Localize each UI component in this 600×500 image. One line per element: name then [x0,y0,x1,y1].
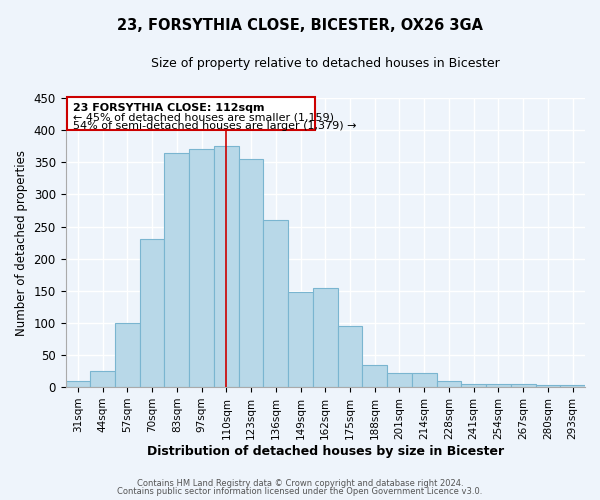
Bar [362,364,387,387]
Title: Size of property relative to detached houses in Bicester: Size of property relative to detached ho… [151,58,500,70]
Bar [338,326,362,387]
Bar [214,146,239,387]
Bar [263,220,288,387]
Bar [288,292,313,387]
Text: Contains public sector information licensed under the Open Government Licence v3: Contains public sector information licen… [118,487,482,496]
X-axis label: Distribution of detached houses by size in Bicester: Distribution of detached houses by size … [147,444,504,458]
Text: 54% of semi-detached houses are larger (1,379) →: 54% of semi-detached houses are larger (… [73,121,356,131]
Y-axis label: Number of detached properties: Number of detached properties [15,150,28,336]
Bar [239,159,263,387]
Bar [412,373,437,387]
Bar [115,323,140,387]
FancyBboxPatch shape [67,97,316,130]
Bar [486,384,511,387]
Bar [536,385,560,387]
Text: ← 45% of detached houses are smaller (1,159): ← 45% of detached houses are smaller (1,… [73,112,334,122]
Bar [313,288,338,387]
Text: 23, FORSYTHIA CLOSE, BICESTER, OX26 3GA: 23, FORSYTHIA CLOSE, BICESTER, OX26 3GA [117,18,483,32]
Text: Contains HM Land Registry data © Crown copyright and database right 2024.: Contains HM Land Registry data © Crown c… [137,478,463,488]
Bar [140,240,164,387]
Bar [189,150,214,387]
Bar [90,371,115,387]
Bar [164,152,189,387]
Bar [387,373,412,387]
Bar [461,384,486,387]
Bar [65,380,90,387]
Bar [511,384,536,387]
Text: 23 FORSYTHIA CLOSE: 112sqm: 23 FORSYTHIA CLOSE: 112sqm [73,103,265,113]
Bar [560,385,585,387]
Bar [437,380,461,387]
